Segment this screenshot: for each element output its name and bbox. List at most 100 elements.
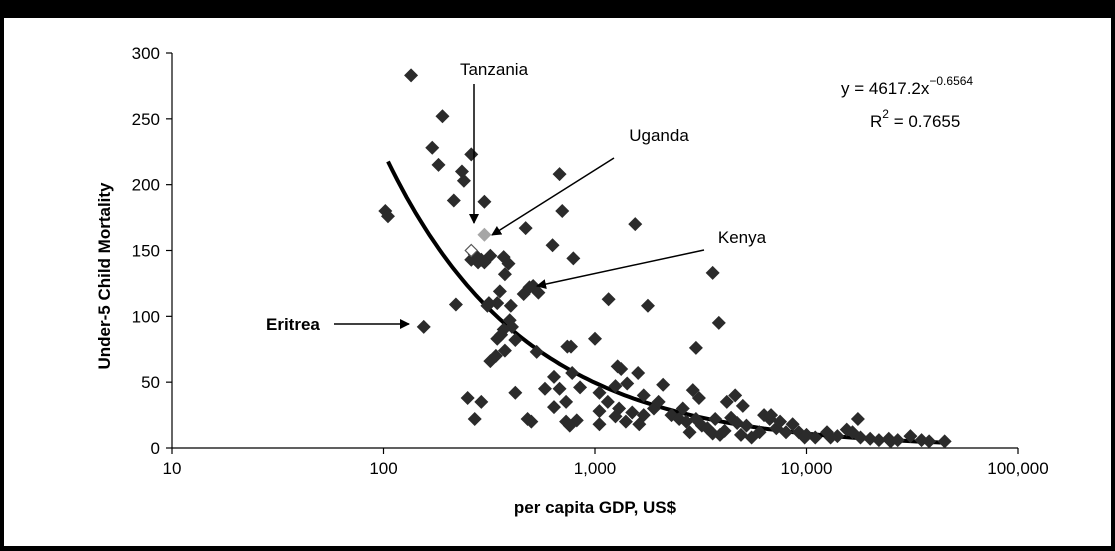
data-point	[719, 394, 734, 409]
highlight-point-uganda	[477, 227, 492, 242]
data-point	[636, 408, 651, 423]
data-point	[922, 434, 937, 449]
y-tick-label: 50	[141, 373, 160, 392]
data-point	[625, 405, 640, 420]
data-point	[601, 292, 616, 307]
chart-panel: 0 50 100 150 200 250 300 10 100 1,000 10,000 100,00…	[4, 18, 1111, 546]
data-point	[492, 284, 507, 299]
y-tick-label: 300	[132, 44, 160, 63]
data-point	[460, 390, 475, 405]
data-point	[735, 398, 750, 413]
data-point	[435, 109, 450, 124]
data-point	[588, 331, 602, 346]
data-point	[560, 339, 575, 354]
data-point	[416, 319, 431, 334]
data-point	[636, 388, 651, 403]
x-tick-label: 10,000	[781, 459, 833, 478]
data-point	[853, 430, 868, 445]
data-point	[425, 140, 440, 155]
data-point	[448, 297, 463, 312]
data-point	[562, 418, 577, 433]
x-axis-label: per capita GDP, US$	[514, 498, 677, 517]
data-point	[508, 385, 523, 400]
equation-exponent: −0.6564	[929, 74, 973, 88]
data-point	[497, 343, 512, 358]
data-point	[464, 147, 479, 162]
data-point	[467, 412, 482, 427]
data-point	[552, 167, 567, 182]
data-point	[474, 394, 489, 409]
data-point	[559, 394, 574, 409]
data-point	[688, 340, 703, 355]
trend-equation: y = 4617.2x−0.6564	[841, 74, 973, 98]
data-point	[631, 365, 646, 380]
data-point	[728, 388, 743, 403]
data-point	[531, 285, 546, 300]
data-point	[685, 383, 700, 398]
data-point	[508, 333, 523, 348]
data-point	[490, 331, 505, 346]
r-squared-sup: 2	[882, 107, 889, 121]
annotations: Tanzania Uganda Kenya Eritrea	[266, 60, 767, 334]
data-point	[708, 412, 723, 427]
data-point	[380, 209, 395, 224]
data-point	[488, 348, 503, 363]
y-tick-label: 200	[132, 176, 160, 195]
data-point	[501, 256, 516, 271]
data-point	[871, 433, 886, 448]
data-point	[752, 425, 767, 440]
annotation-uganda: Uganda	[629, 126, 689, 145]
data-point	[937, 434, 952, 449]
annotation-kenya: Kenya	[718, 228, 767, 247]
x-tick-label: 1,000	[574, 459, 617, 478]
data-point	[618, 414, 633, 429]
y-tick-label: 150	[132, 242, 160, 261]
data-point	[522, 280, 537, 295]
data-point	[823, 430, 838, 445]
data-point	[779, 425, 794, 440]
data-point	[592, 404, 607, 419]
data-point	[520, 412, 535, 427]
r-squared: R2 = 0.7655	[870, 107, 960, 131]
data-point	[797, 430, 812, 445]
x-tick-label: 100	[369, 459, 397, 478]
y-tick-label: 0	[151, 439, 160, 458]
data-point	[480, 298, 495, 313]
data-point	[717, 423, 732, 438]
data-point	[757, 408, 772, 423]
arrow-uganda	[491, 157, 615, 236]
data-point	[656, 377, 671, 392]
data-point	[566, 251, 581, 266]
r-squared-value: = 0.7655	[889, 112, 960, 131]
data-point	[863, 431, 878, 446]
data-point	[691, 390, 706, 405]
data-point	[808, 430, 823, 445]
data-point	[454, 164, 469, 179]
data-point	[600, 394, 615, 409]
y-axis-label: Under-5 Child Mortality	[95, 182, 114, 370]
data-point	[614, 362, 629, 376]
x-tick-label: 100,000	[987, 459, 1048, 478]
data-point	[456, 173, 471, 188]
data-point	[675, 401, 690, 416]
data-point	[497, 267, 512, 282]
r-squared-base: R	[870, 112, 882, 131]
data-point	[592, 385, 607, 400]
data-point	[518, 221, 533, 236]
data-point	[503, 298, 518, 313]
arrow-kenya	[536, 249, 705, 289]
data-point	[529, 344, 544, 359]
data-point	[628, 217, 643, 232]
data-point	[545, 238, 560, 253]
y-tick-label: 100	[132, 307, 160, 326]
data-point	[620, 376, 635, 391]
data-point	[547, 400, 562, 415]
data-point	[651, 394, 666, 409]
x-tick-label: 10	[163, 459, 182, 478]
data-point	[552, 381, 567, 396]
data-point	[733, 427, 748, 442]
scatter-chart: 0 50 100 150 200 250 300 10 100 1,000 10,000 100,00…	[95, 44, 1049, 517]
equation-base: y = 4617.2x	[841, 79, 930, 98]
data-point	[608, 379, 623, 394]
